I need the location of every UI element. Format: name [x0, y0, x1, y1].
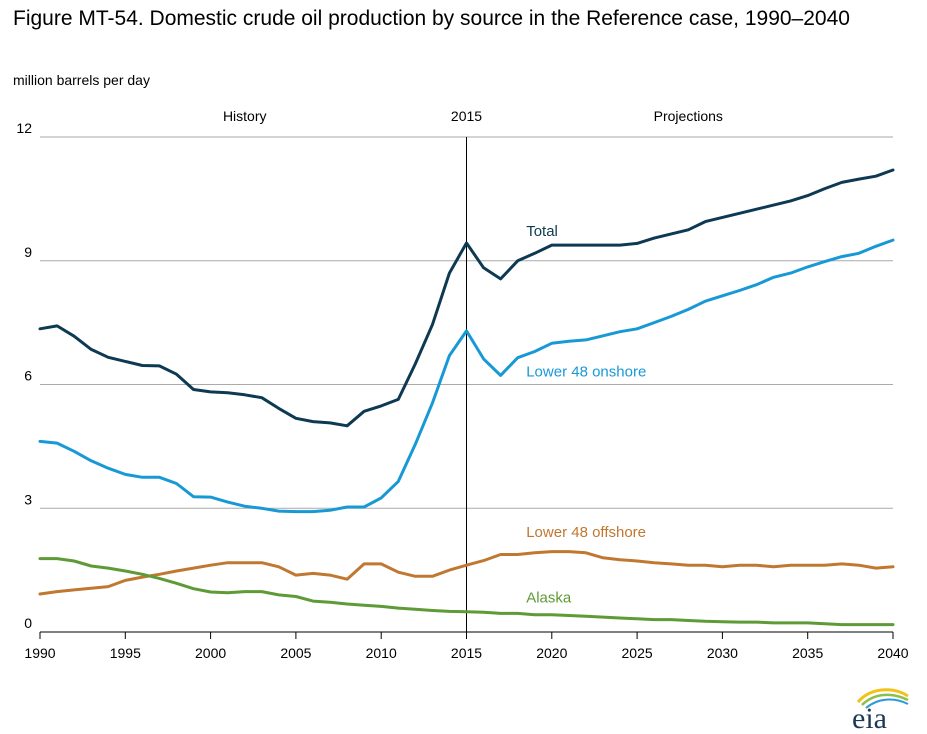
series-label-offshore: Lower 48 offshore	[526, 524, 646, 541]
series-label-alaska: Alaska	[526, 589, 572, 606]
divider-year-label: 2015	[451, 108, 482, 124]
series-line-total	[38, 168, 895, 428]
x-tick-label: 1995	[110, 645, 141, 661]
eia-logo: eia	[852, 688, 909, 730]
series-lines	[38, 168, 895, 627]
y-tick-label: 6	[24, 368, 32, 384]
y-tick-label: 12	[16, 120, 32, 136]
projections-label: Projections	[654, 108, 723, 124]
chart-title: Figure MT-54. Domestic crude oil product…	[13, 7, 850, 30]
x-tick-label: 2030	[707, 645, 738, 661]
series-line-alaska	[38, 557, 895, 627]
series-label-onshore: Lower 48 onshore	[526, 363, 646, 380]
x-tick-label: 2040	[877, 645, 908, 661]
x-tick-label: 2025	[622, 645, 653, 661]
x-tick-label: 2005	[280, 645, 311, 661]
y-tick-label: 3	[24, 491, 32, 507]
y-tick-label: 0	[24, 615, 32, 631]
x-tick-label: 1990	[24, 645, 55, 661]
x-tick-labels: 1990 1995 2000 2005 2010 2015 2020 2025 2030 2035…	[24, 632, 909, 661]
x-tick-label: 2010	[366, 645, 397, 661]
series-line-offshore	[38, 550, 895, 596]
series-line-onshore	[38, 238, 895, 514]
eia-logo-text: eia	[852, 702, 887, 730]
y-tick-labels: 0 3 6 9 12	[16, 120, 32, 631]
x-tick-label: 2020	[536, 645, 567, 661]
series-labels: Total Lower 48 onshore Lower 48 offshore Al…	[526, 223, 646, 606]
x-tick-label: 2035	[792, 645, 823, 661]
history-label: History	[223, 108, 267, 124]
y-tick-label: 9	[24, 244, 32, 260]
x-tick-label: 2000	[195, 645, 226, 661]
series-label-total: Total	[526, 223, 558, 240]
y-axis-units-label: million barrels per day	[13, 72, 150, 88]
x-tick-label: 2015	[451, 645, 482, 661]
